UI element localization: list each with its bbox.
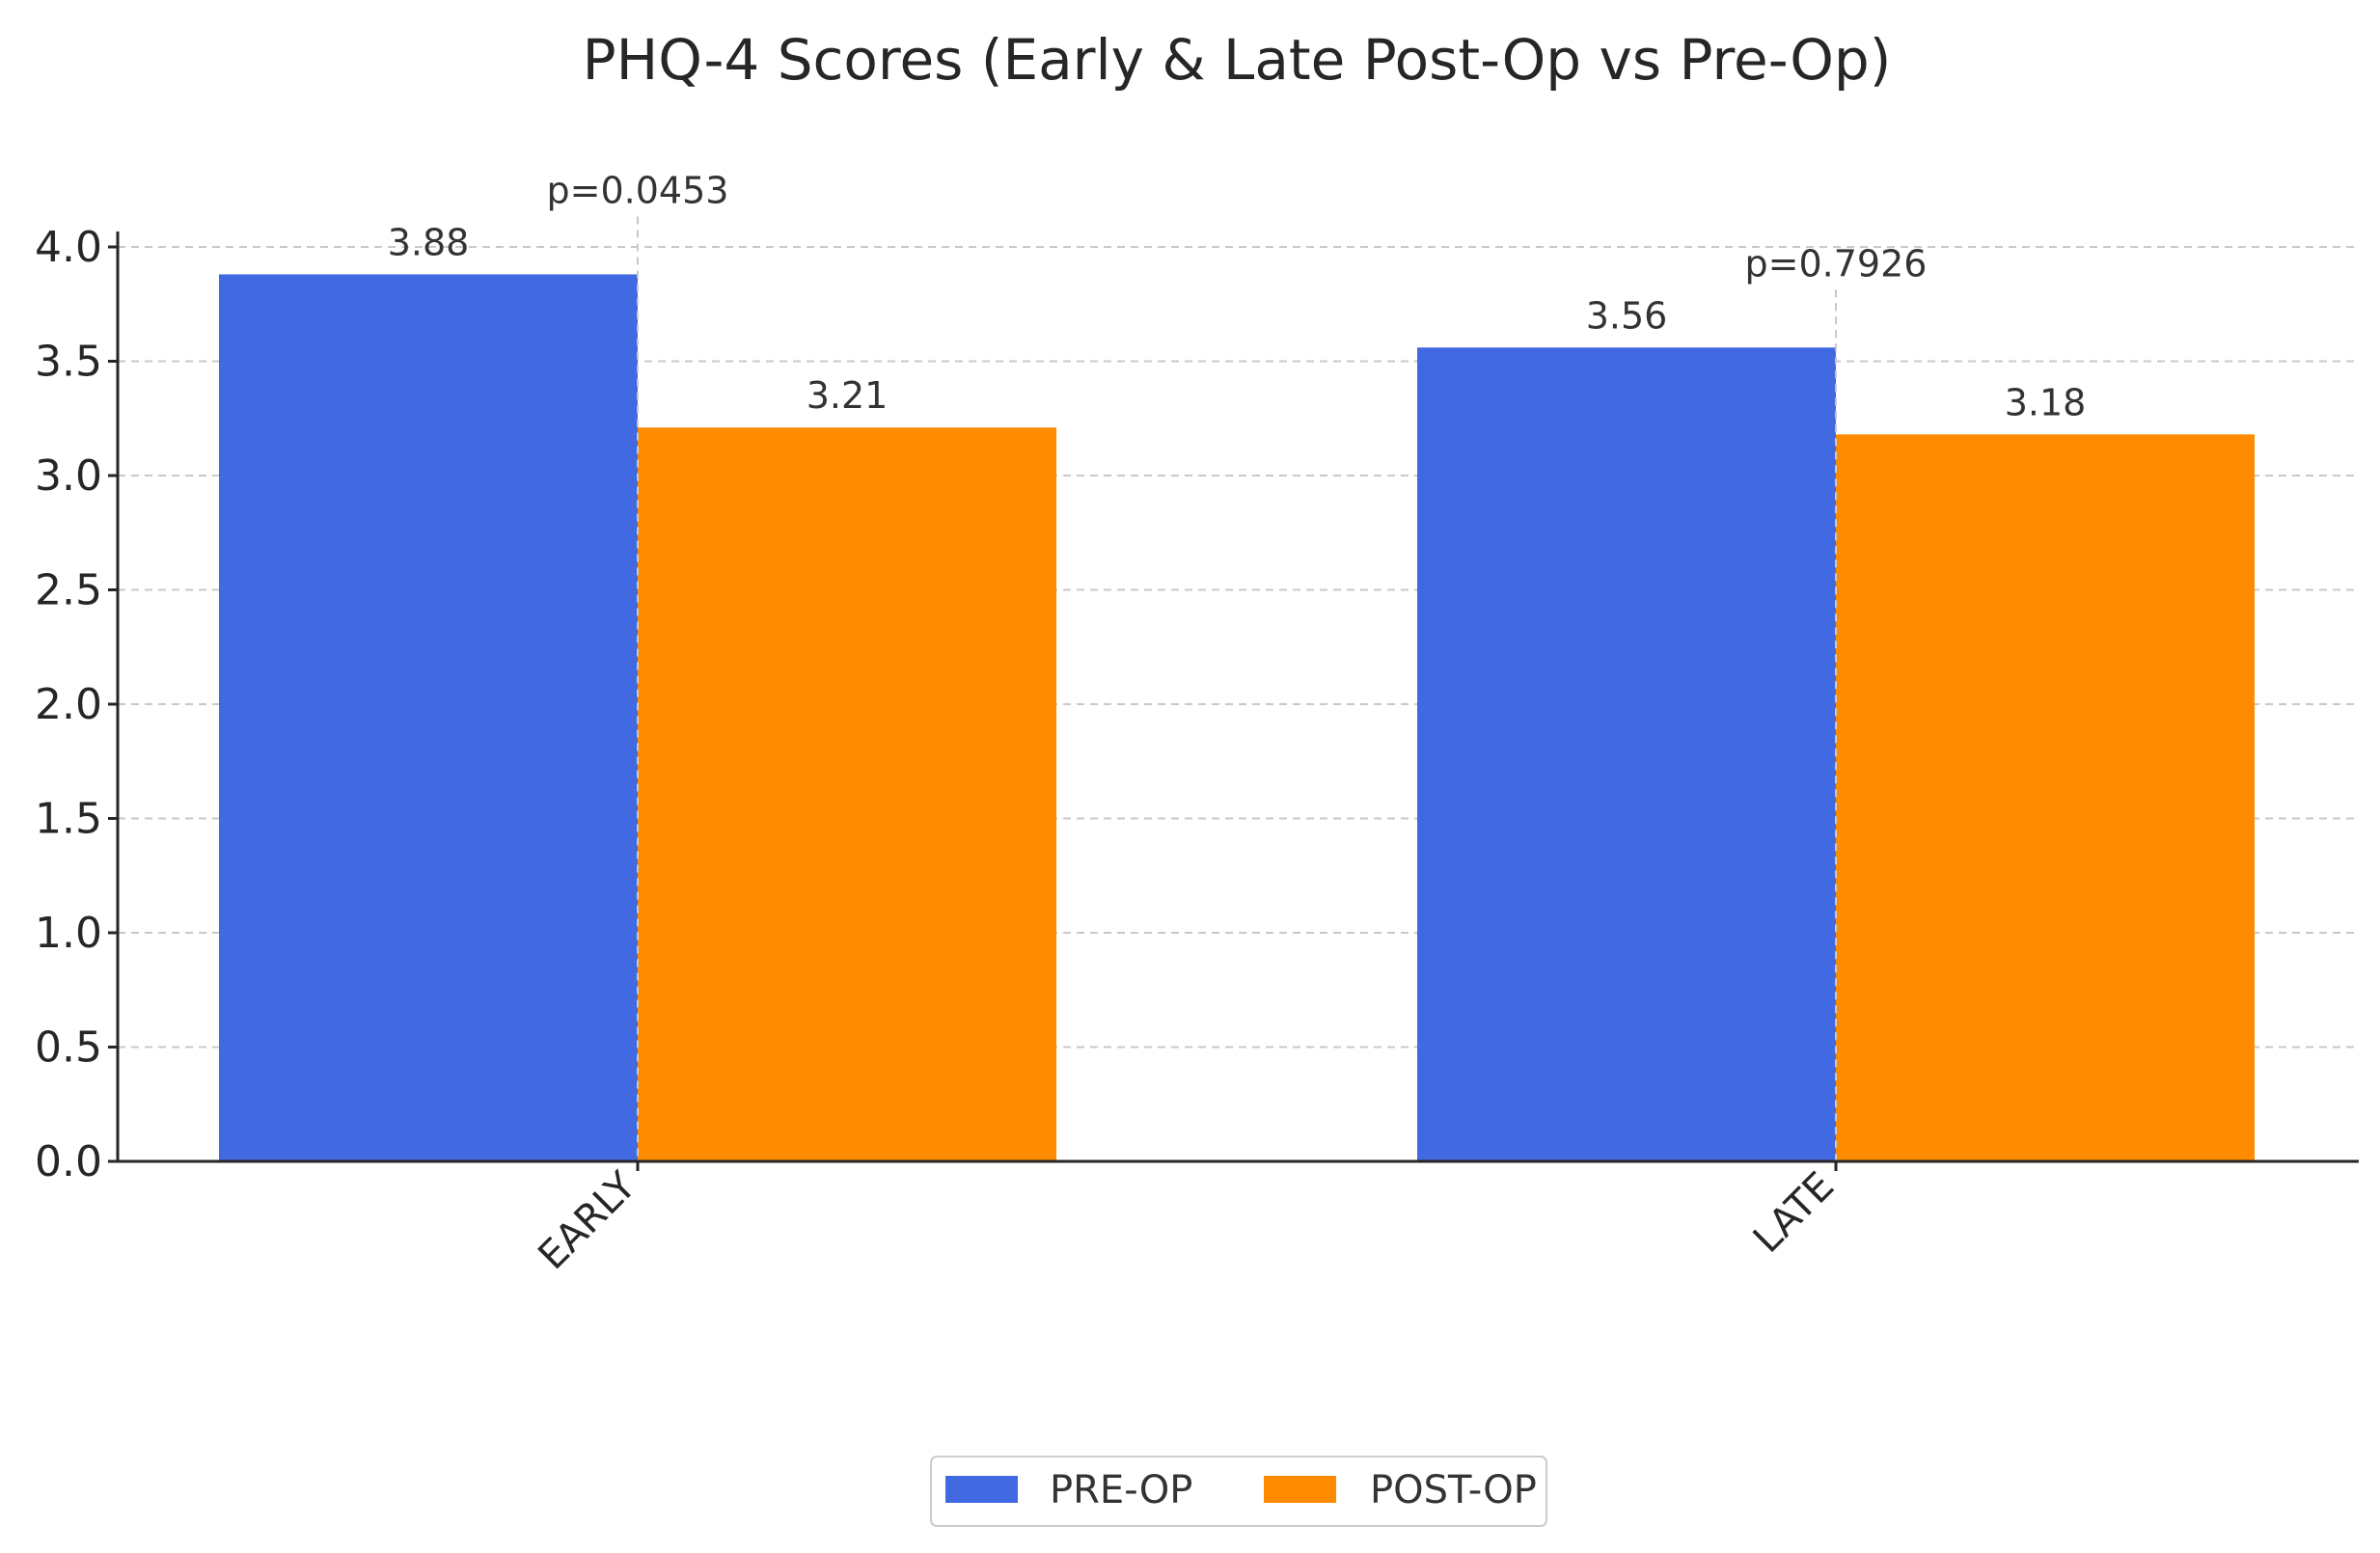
bar-post-op-early (638, 427, 1056, 1162)
bar-value-label: 3.88 (388, 221, 470, 263)
legend-swatch-post-op (1264, 1476, 1336, 1503)
bar-post-op-late (1836, 434, 2255, 1162)
y-tick-label: 2.5 (35, 566, 102, 615)
p-value-annotation: p=0.7926 (1745, 242, 1928, 285)
y-tick-label: 0.0 (35, 1137, 102, 1186)
bar-pre-op-late (1417, 347, 1836, 1161)
y-tick-label: 3.5 (35, 338, 102, 387)
y-tick-label: 2.0 (35, 680, 102, 729)
legend-box (930, 1456, 1547, 1527)
y-tick-label: 1.0 (35, 909, 102, 958)
x-category-label: LATE (1745, 1164, 1843, 1262)
bar-value-label: 3.21 (807, 374, 889, 417)
y-tick-label: 0.5 (35, 1023, 102, 1073)
legend: PRE-OP POST-OP (930, 1456, 1547, 1527)
legend-label-post-op: POST-OP (1370, 1468, 1537, 1512)
legend-swatch-pre-op (945, 1476, 1018, 1503)
chart-title: PHQ-4 Scores (Early & Late Post-Op vs Pr… (583, 27, 1892, 93)
legend-label-pre-op: PRE-OP (1050, 1468, 1192, 1512)
bar-value-label: 3.18 (2005, 381, 2087, 423)
y-ticks: 0.0 0.5 1.0 1.5 2.0 2.5 3.0 3.5 4.0 (35, 223, 118, 1186)
y-tick-label: 4.0 (35, 223, 102, 272)
value-labels: 3.88 3.56 3.21 3.18 p=0.0453 p=0.7926 (388, 169, 2087, 423)
bar-value-label: 3.56 (1586, 294, 1668, 337)
y-tick-label: 3.0 (35, 451, 102, 501)
axes (116, 232, 2359, 1163)
y-tick-label: 1.5 (35, 795, 102, 844)
bars-layer (219, 274, 2255, 1162)
significance-lines (637, 216, 1837, 1161)
bar-pre-op-early (219, 274, 638, 1161)
x-category-label: EARLY (530, 1163, 644, 1278)
p-value-annotation: p=0.0453 (547, 169, 729, 211)
x-category-labels: EARLY LATE (530, 1161, 1843, 1278)
